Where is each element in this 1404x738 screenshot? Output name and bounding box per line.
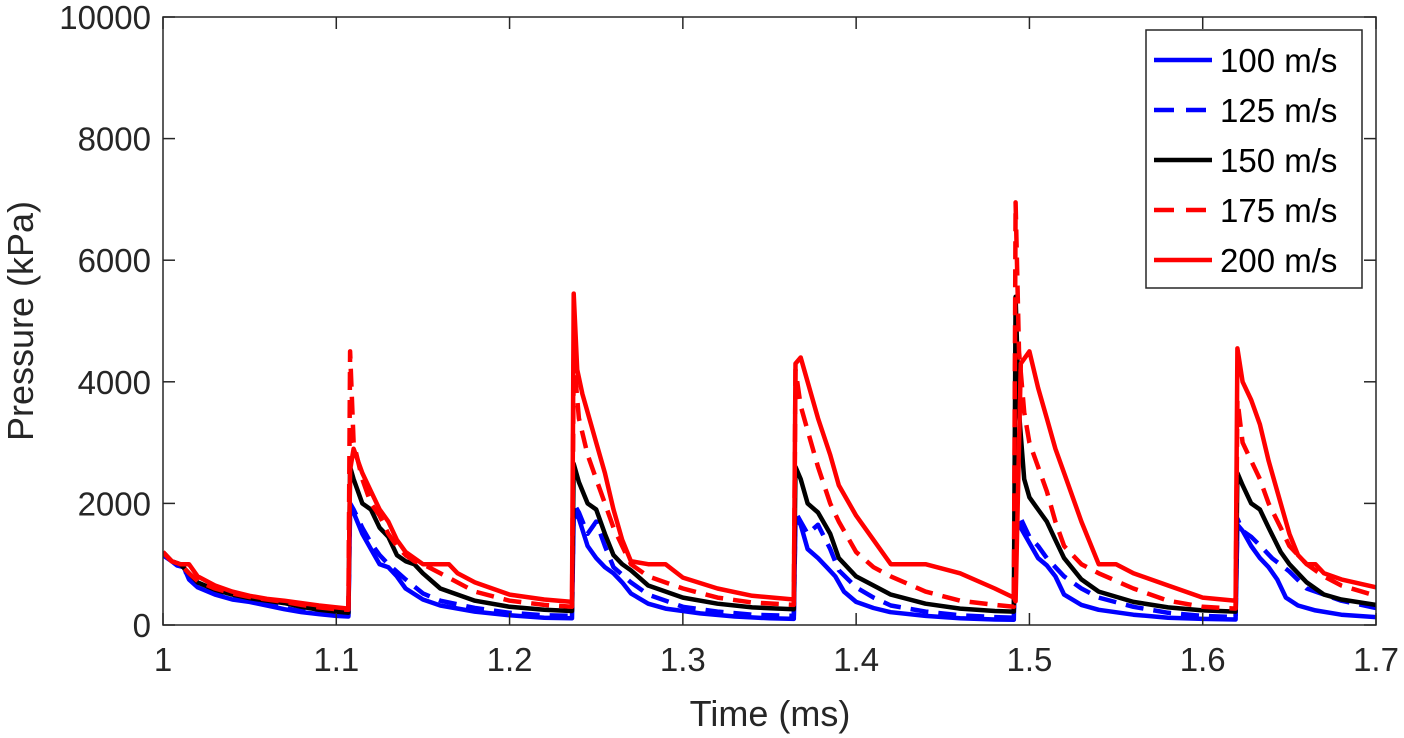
y-axis-title: Pressure (kPa) xyxy=(0,201,41,441)
y-tick-label: 4000 xyxy=(78,364,151,401)
x-tick-label: 1.3 xyxy=(660,641,706,678)
legend: 100 m/s 125 m/s 150 m/s 175 m/s 200 m/s xyxy=(1145,29,1363,289)
x-tick-label: 1.4 xyxy=(833,641,879,678)
x-tick-label: 1.5 xyxy=(1006,641,1052,678)
y-tick-label: 0 xyxy=(133,607,151,644)
x-axis-title: Time (ms) xyxy=(690,693,851,734)
legend-label: 200 m/s xyxy=(1220,242,1337,279)
series-line-175-m-s xyxy=(163,200,1376,613)
y-tick-label: 2000 xyxy=(78,485,151,522)
legend-label: 100 m/s xyxy=(1220,42,1337,79)
y-tick-label: 10000 xyxy=(59,0,151,36)
legend-label: 125 m/s xyxy=(1220,92,1337,129)
y-tick-label: 8000 xyxy=(78,121,151,158)
plot-frame xyxy=(162,16,1377,626)
series-line-125-m-s xyxy=(163,501,1376,620)
series-line-200-m-s xyxy=(163,291,1376,611)
x-tick-label: 1.7 xyxy=(1353,641,1399,678)
x-tick-label: 1.6 xyxy=(1180,641,1226,678)
legend-label: 175 m/s xyxy=(1220,192,1337,229)
x-tick-label: 1.1 xyxy=(313,641,359,678)
series-line-100-m-s xyxy=(163,507,1376,623)
x-tick-label: 1 xyxy=(154,641,172,678)
y-tick-label: 6000 xyxy=(78,242,151,279)
x-tick-label: 1.2 xyxy=(487,641,533,678)
legend-label: 150 m/s xyxy=(1220,142,1337,179)
series-line-150-m-s xyxy=(163,294,1376,616)
